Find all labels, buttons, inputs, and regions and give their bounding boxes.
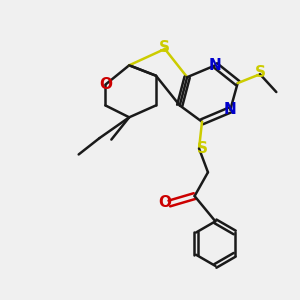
Text: O: O	[99, 77, 112, 92]
Text: S: S	[196, 141, 208, 156]
Text: S: S	[159, 40, 170, 55]
Text: N: N	[209, 58, 222, 73]
Text: N: N	[224, 102, 237, 117]
Text: S: S	[254, 65, 266, 80]
Text: O: O	[158, 194, 171, 209]
